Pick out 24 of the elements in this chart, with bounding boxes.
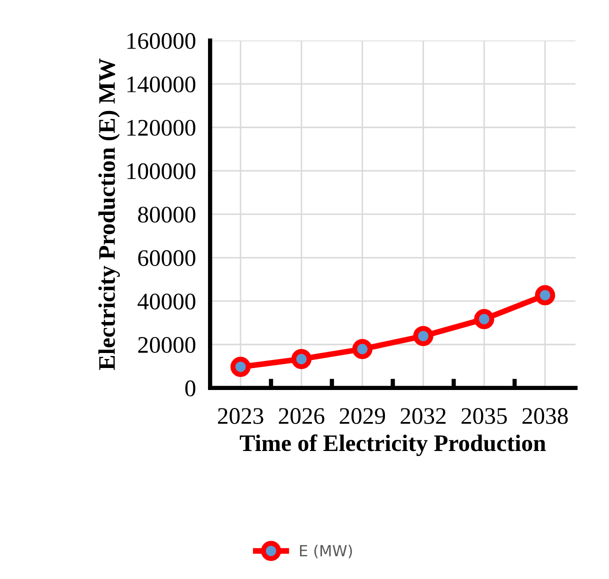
x-tick-label: 2032: [400, 408, 446, 424]
x-tick-label: 2035: [462, 408, 507, 424]
y-tick-label: 60000: [138, 250, 196, 266]
y-tick-label: 20000: [138, 336, 196, 353]
x-axis-title: Time of Electricity Production: [240, 434, 546, 456]
point: [474, 309, 494, 330]
x-tick-label: 2023: [218, 408, 264, 424]
y-tick-label: 120000: [127, 120, 196, 136]
point: [352, 338, 372, 360]
y-tick-label: 80000: [138, 206, 196, 223]
legend-label: E (MW): [300, 544, 352, 558]
point: [413, 326, 434, 346]
y-tick-label: 160000: [127, 33, 196, 49]
y-tick-label: 100000: [127, 163, 196, 180]
x-tick-label: 2026: [278, 408, 324, 424]
x-tick-label: 2038: [522, 408, 568, 424]
point: [534, 285, 556, 306]
y-tick-label: 0: [185, 380, 196, 396]
y-tick-label: 40000: [138, 294, 196, 310]
point: [230, 356, 251, 377]
y-tick-label: 140000: [127, 76, 196, 92]
point: [291, 348, 312, 370]
x-tick-label: 2029: [340, 408, 385, 424]
y-axis-title: Electricity Production (E) MW: [98, 58, 120, 370]
